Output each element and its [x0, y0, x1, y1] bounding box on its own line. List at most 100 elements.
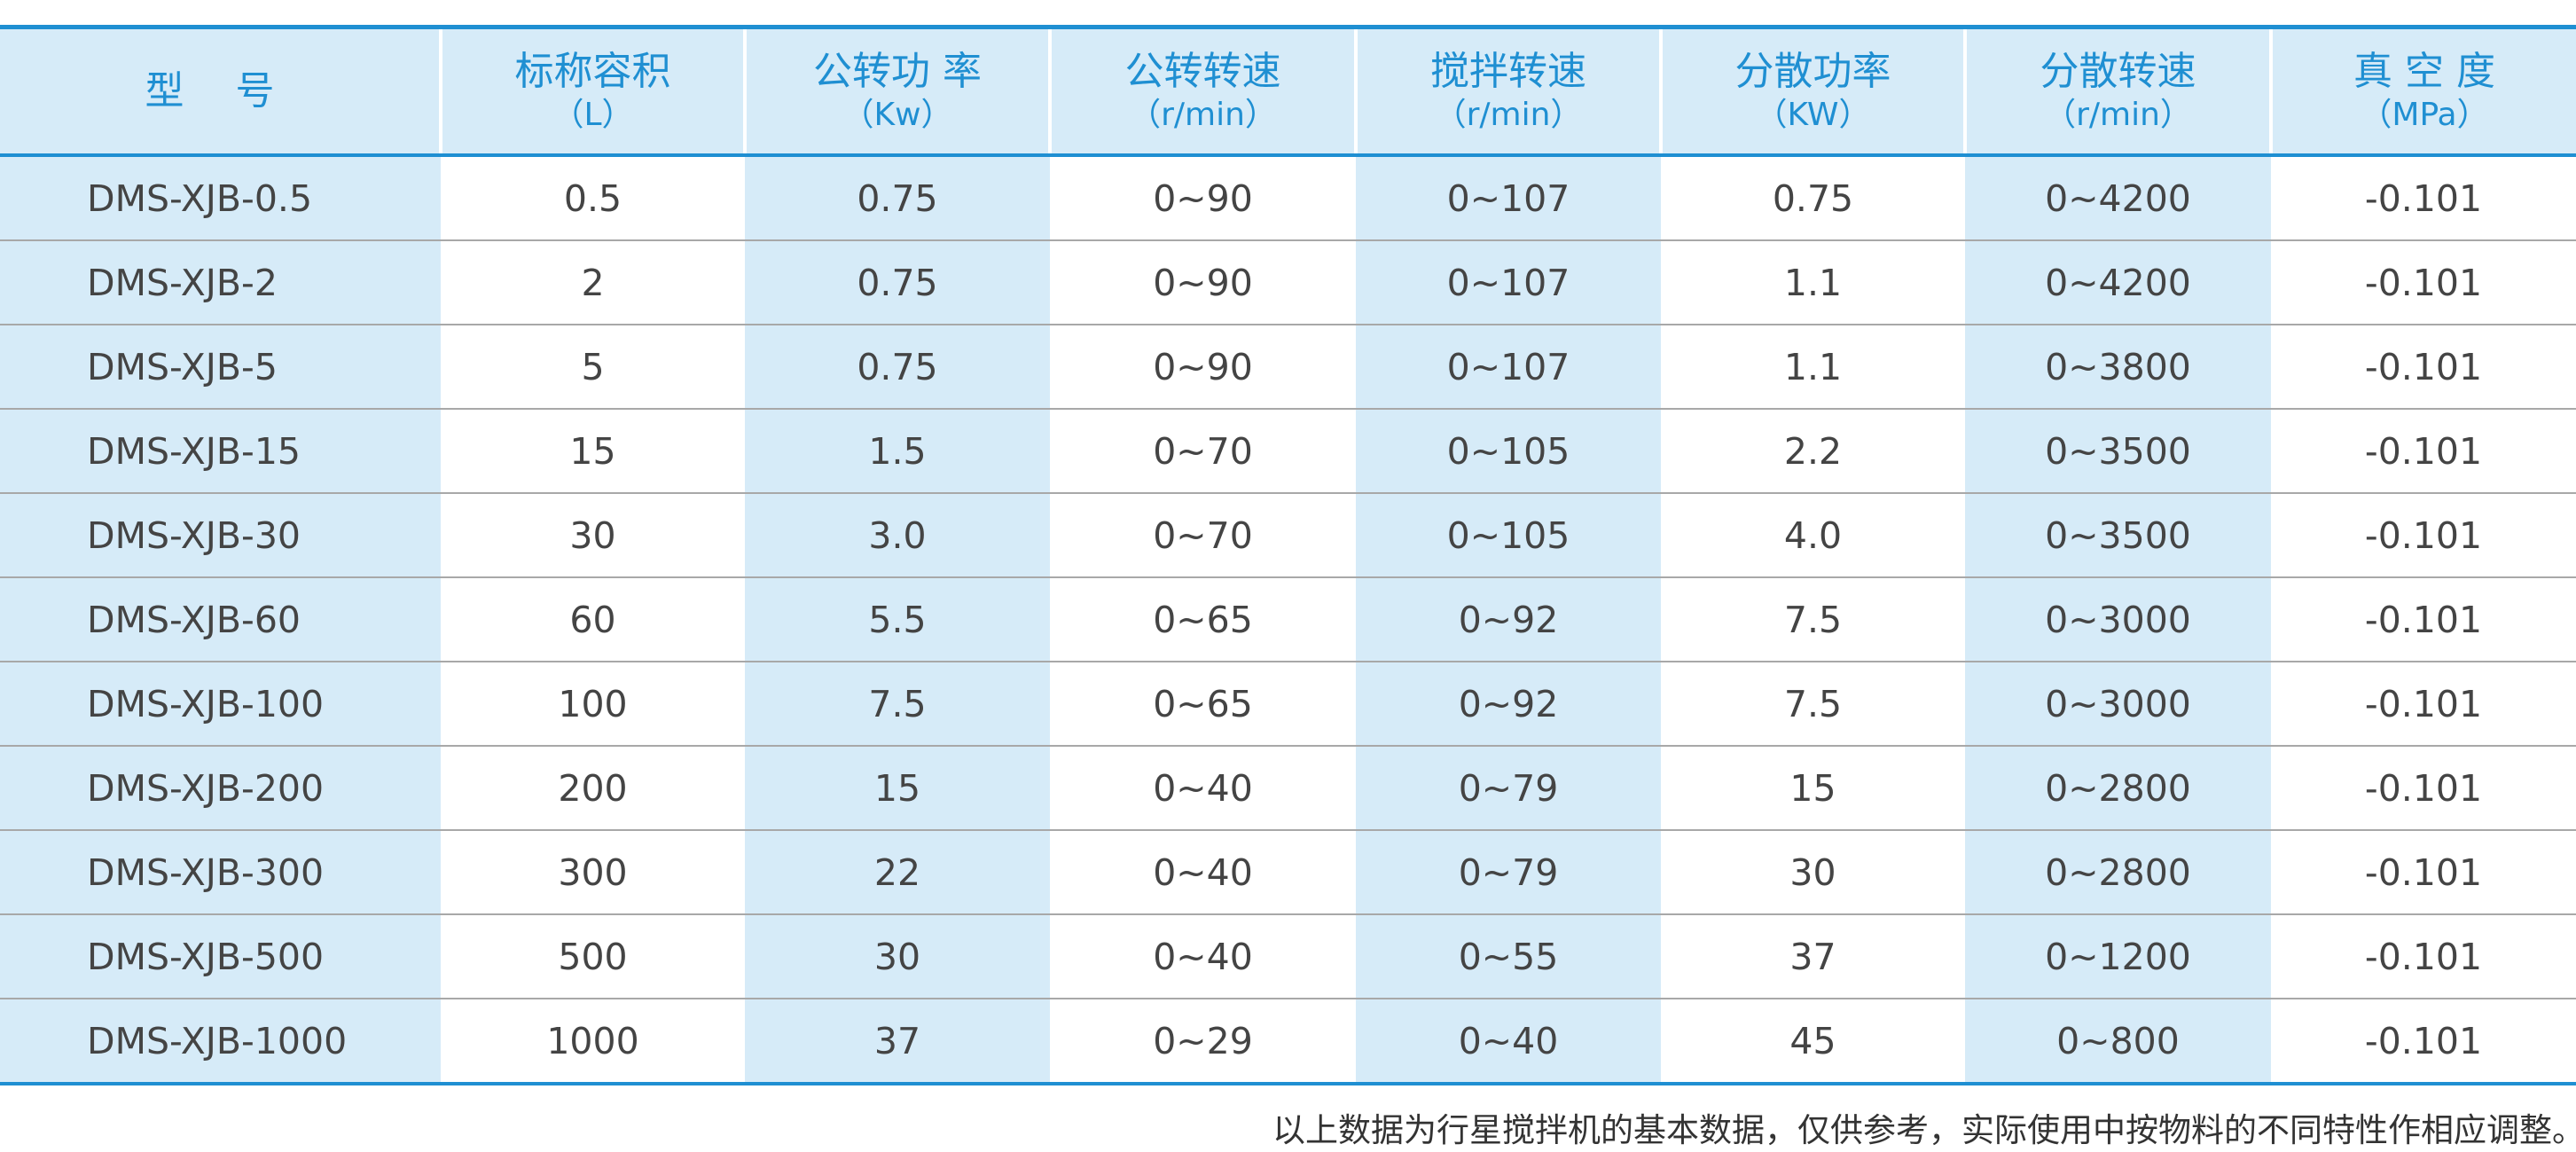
table-cell: 7.5 [1661, 577, 1965, 662]
table-cell: 0~92 [1356, 662, 1661, 747]
table-cell: -0.101 [2271, 325, 2576, 410]
table-cell: 500 [441, 914, 745, 999]
table-cell: DMS-XJB-60 [0, 577, 441, 662]
table-cell: 0~40 [1050, 830, 1356, 915]
table-row: DMS-XJB-5 5 0.75 0~90 0~107 1.1 0~3800 -0.101 [0, 325, 2576, 410]
table-cell: DMS-XJB-300 [0, 830, 441, 915]
table-row: DMS-XJB-15 15 1.5 0~70 0~105 2.2 0~3500 -0.101 [0, 409, 2576, 494]
table-row: DMS-XJB-100 100 7.5 0~65 0~92 7.5 0~3000 -0.101 [0, 662, 2576, 747]
header-unit: （MPa） [2360, 97, 2489, 133]
table-cell: -0.101 [2271, 914, 2576, 999]
table-cell: 0~107 [1356, 155, 1661, 241]
table-cell: 200 [441, 746, 745, 831]
header-cell: 标称容积 （L） [439, 25, 745, 157]
header-title: 真 空 度 [2353, 49, 2495, 94]
header-row: 型 号标称容积 （L） 公转功 率（Kw） 公转转速 （r/min） 搅拌转速 （r/min… [0, 25, 2576, 157]
table-cell: 30 [1661, 830, 1965, 915]
table-cell: 15 [745, 746, 1050, 831]
table-cell: 22 [745, 830, 1050, 915]
table-cell: 0.5 [441, 155, 745, 241]
table-cell: -0.101 [2271, 746, 2576, 831]
table-cell: 0~55 [1356, 914, 1661, 999]
header-cell: 型 号 [0, 25, 441, 157]
table-cell: 0~107 [1356, 325, 1661, 410]
table-cell: 45 [1661, 999, 1965, 1085]
table-cell: 7.5 [1661, 662, 1965, 747]
table-cell: 15 [1661, 746, 1965, 831]
table-cell: 15 [441, 409, 745, 494]
table-cell: DMS-XJB-15 [0, 409, 441, 494]
table-cell: 0~70 [1050, 409, 1356, 494]
header-cell: 公转功 率（Kw） [743, 25, 1050, 157]
table-cell: 0~3500 [1965, 493, 2271, 578]
header-unit: （r/min） [1129, 97, 1277, 133]
table-cell: 0~3000 [1965, 662, 2271, 747]
table-cell: 60 [441, 577, 745, 662]
table-cell: 30 [441, 493, 745, 578]
header-title: 公转转速 [1124, 49, 1281, 94]
table-row: DMS-XJB-300 300 22 0~40 0~79 30 0~2800 -0.101 [0, 830, 2576, 915]
table-cell: DMS-XJB-1000 [0, 999, 441, 1085]
table-cell: 0~65 [1050, 662, 1356, 747]
table-cell: 100 [441, 662, 745, 747]
header-unit: （r/min） [2044, 97, 2192, 133]
header-cell: 分散功率 （KW） [1659, 25, 1965, 157]
table-cell: -0.101 [2271, 240, 2576, 325]
table-cell: -0.101 [2271, 409, 2576, 494]
table-cell: 0~4200 [1965, 155, 2271, 241]
header-title: 标称容积 [514, 49, 671, 94]
table-cell: 0~90 [1050, 325, 1356, 410]
table-row: DMS-XJB-200 200 15 0~40 0~79 15 0~2800 -0.101 [0, 746, 2576, 831]
table-cell: 0~1200 [1965, 914, 2271, 999]
table-cell: 0.75 [745, 240, 1050, 325]
table-cell: 37 [1661, 914, 1965, 999]
table-cell: 300 [441, 830, 745, 915]
table-cell: 0~3800 [1965, 325, 2271, 410]
table-cell: -0.101 [2271, 493, 2576, 578]
table-cell: 0~40 [1356, 999, 1661, 1085]
header-title: 分散转速 [2040, 49, 2196, 94]
table-row: DMS-XJB-0.5 0.5 0.75 0~90 0~107 0.75 0~4200 -0.… [0, 155, 2576, 241]
table-body: DMS-XJB-0.5 0.5 0.75 0~90 0~107 0.75 0~4200 -0.… [0, 155, 2576, 1085]
header-cell: 真 空 度（MPa） [2269, 25, 2576, 157]
table-cell: 0~107 [1356, 240, 1661, 325]
table-cell: -0.101 [2271, 577, 2576, 662]
header-title: 搅拌转速 [1430, 49, 1586, 94]
table-cell: 7.5 [745, 662, 1050, 747]
header-cell: 分散转速 （r/min） [1963, 25, 2271, 157]
table-cell: 5 [441, 325, 745, 410]
table-cell: 0~79 [1356, 746, 1661, 831]
table-cell: 0.75 [1661, 155, 1965, 241]
table-cell: 0~3500 [1965, 409, 2271, 494]
table-cell: 0~40 [1050, 746, 1356, 831]
table-cell: 5.5 [745, 577, 1050, 662]
table-cell: 3.0 [745, 493, 1050, 578]
table-row: DMS-XJB-60 60 5.5 0~65 0~92 7.5 0~3000 -0.101 [0, 577, 2576, 662]
table-cell: 1.1 [1661, 325, 1965, 410]
table-cell: 0~2800 [1965, 830, 2271, 915]
footnote: 以上数据为行星搅拌机的基本数据，仅供参考，实际使用中按物料的不同特性作相应调整。 [1272, 1111, 2576, 1149]
table-cell: 0~3000 [1965, 577, 2271, 662]
spec-table: 型 号标称容积 （L） 公转功 率（Kw） 公转转速 （r/min） 搅拌转速 （r/min… [0, 25, 2576, 1085]
table-cell: 4.0 [1661, 493, 1965, 578]
table-cell: 0~70 [1050, 493, 1356, 578]
header-title: 型 号 [145, 68, 294, 114]
table-cell: 0~105 [1356, 493, 1661, 578]
table-cell: 0~29 [1050, 999, 1356, 1085]
table-cell: DMS-XJB-100 [0, 662, 441, 747]
table-cell: 30 [745, 914, 1050, 999]
table-cell: 0~2800 [1965, 746, 2271, 831]
header-title: 公转功 率 [813, 49, 982, 94]
table-cell: -0.101 [2271, 662, 2576, 747]
table-cell: 0.75 [745, 155, 1050, 241]
table-cell: -0.101 [2271, 155, 2576, 241]
table-cell: 0.75 [745, 325, 1050, 410]
table-cell: 1000 [441, 999, 745, 1085]
table-cell: 0~65 [1050, 577, 1356, 662]
table-cell: DMS-XJB-5 [0, 325, 441, 410]
table-cell: DMS-XJB-30 [0, 493, 441, 578]
table-cell: DMS-XJB-2 [0, 240, 441, 325]
table-cell: 0~105 [1356, 409, 1661, 494]
table-cell: DMS-XJB-500 [0, 914, 441, 999]
table-cell: DMS-XJB-200 [0, 746, 441, 831]
